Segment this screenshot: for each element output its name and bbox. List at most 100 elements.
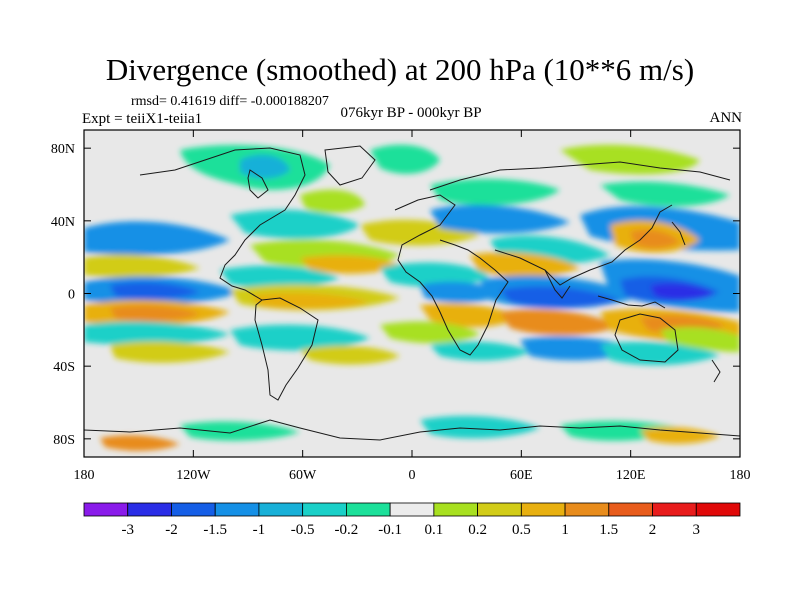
lat-label: 80N xyxy=(51,142,75,157)
divergence-field xyxy=(84,130,740,457)
greenland-coast xyxy=(324,145,376,186)
colorbar-label: -1 xyxy=(253,522,266,538)
field-patch xyxy=(230,324,370,351)
colorbar-swatch xyxy=(520,502,566,517)
lon-label: 60W xyxy=(289,468,317,483)
colorbar: -3 -2 -1.5 -1 -0.5 -0.2 -0.1 0.1 0.2 0.5 1 1.5 2 3 xyxy=(83,502,741,538)
coastlines xyxy=(84,145,740,441)
field-patch xyxy=(100,435,180,451)
colorbar-label: 1 xyxy=(561,522,569,538)
lat-label: 0 xyxy=(68,288,75,303)
field-patch xyxy=(84,254,200,278)
colorbar-label: -2 xyxy=(165,522,178,538)
lon-label: 120W xyxy=(176,468,211,483)
experiment-label: Expt = teiiX1-teiia1 xyxy=(82,111,203,127)
lon-label: 180 xyxy=(74,468,95,483)
new-zealand-coast xyxy=(711,359,721,383)
field-patch xyxy=(420,303,520,328)
colorbar-swatch xyxy=(389,502,435,517)
field-patch xyxy=(560,144,700,175)
colorbar-swatch xyxy=(127,502,172,517)
field-patch xyxy=(430,341,530,361)
colorbar-swatch xyxy=(345,502,391,517)
field-patch xyxy=(630,229,680,249)
eurasia-north-coast xyxy=(429,161,731,191)
field-patch xyxy=(110,305,200,322)
map-title: Divergence (smoothed) at 200 hPa (10**6 … xyxy=(105,52,695,87)
field-patch xyxy=(250,293,370,310)
period-label: 076kyr BP - 000kyr BP xyxy=(340,105,482,121)
field-patch xyxy=(660,327,740,352)
latitude-axis: 80N 40N 0 40S 80S xyxy=(51,142,740,448)
north-america-coast xyxy=(139,147,306,301)
colorbar-label: -3 xyxy=(121,522,134,538)
colorbar-label: 1.5 xyxy=(599,522,618,538)
field-patch xyxy=(370,144,440,174)
colorbar-swatch xyxy=(258,502,304,517)
field-patch xyxy=(300,189,365,213)
colorbar-swatch xyxy=(433,502,479,517)
longitude-axis: 180 120W 60W 0 60E 120E 180 xyxy=(74,130,751,483)
lat-label: 80S xyxy=(53,433,75,448)
colorbar-swatch xyxy=(171,502,216,517)
colorbar-swatch xyxy=(564,502,610,517)
field-patch xyxy=(110,282,200,300)
lon-label: 120E xyxy=(616,468,646,483)
colorbar-label: 0.5 xyxy=(512,522,531,538)
field-patch xyxy=(430,178,560,206)
colorbar-label: -0.2 xyxy=(335,522,359,538)
field-patch xyxy=(230,209,360,239)
field-patch xyxy=(500,286,620,308)
colorbar-swatch xyxy=(608,502,653,517)
indonesia-coast xyxy=(597,295,666,309)
field-patch xyxy=(430,204,570,234)
colorbar-swatch xyxy=(214,502,260,517)
stats-text: rmsd= 0.41619 diff= -0.000188207 xyxy=(131,94,329,109)
field-patch xyxy=(500,309,620,336)
colorbar-label: -1.5 xyxy=(203,522,227,538)
field-patch xyxy=(240,154,290,179)
field-patch xyxy=(420,415,540,439)
australia-coast xyxy=(614,313,679,363)
lon-label: 60E xyxy=(510,468,533,483)
lon-label: 180 xyxy=(730,468,751,483)
season-label: ANN xyxy=(709,110,743,126)
field-patch xyxy=(220,265,340,289)
field-patch xyxy=(470,252,580,278)
europe-africa-coast xyxy=(394,194,509,356)
field-patch xyxy=(110,341,230,363)
colorbar-swatch xyxy=(83,502,129,517)
lon-label: 0 xyxy=(409,468,416,483)
japan-coast xyxy=(671,221,686,246)
colorbar-label: 3 xyxy=(693,522,701,538)
colorbar-label: -0.1 xyxy=(378,522,402,538)
asia-south-coast xyxy=(494,204,673,286)
field-patch xyxy=(180,421,300,441)
colorbar-label: 0.2 xyxy=(468,522,487,538)
field-patch xyxy=(84,221,230,255)
field-patch xyxy=(600,181,730,207)
colorbar-swatch xyxy=(695,502,741,517)
field-patch xyxy=(380,262,490,287)
field-patch xyxy=(600,341,720,366)
colorbar-swatch xyxy=(652,502,697,517)
field-patch xyxy=(84,321,230,346)
colorbar-label: -0.5 xyxy=(291,522,315,538)
colorbar-swatch xyxy=(302,502,347,517)
field-patch xyxy=(300,345,400,365)
colorbar-label: 2 xyxy=(649,522,657,538)
colorbar-label: 0.1 xyxy=(424,522,443,538)
field-patch xyxy=(300,255,400,274)
india-coast xyxy=(544,269,571,299)
colorbar-swatch xyxy=(477,502,522,517)
lat-label: 40N xyxy=(51,215,75,230)
south-america-coast xyxy=(254,297,319,401)
lat-label: 40S xyxy=(53,360,75,375)
hudson-bay-coast xyxy=(247,169,269,199)
field-patch xyxy=(640,427,720,444)
field-patch xyxy=(380,321,480,344)
field-patch xyxy=(650,283,715,301)
antarctica-coast xyxy=(84,419,740,441)
